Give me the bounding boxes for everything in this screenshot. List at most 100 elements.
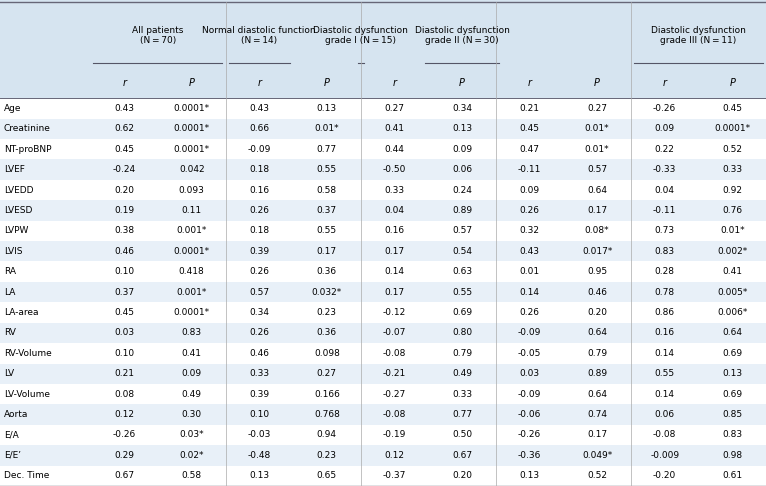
- Text: 0.14: 0.14: [655, 349, 675, 358]
- Text: 0.79: 0.79: [452, 349, 472, 358]
- Text: E/E’: E/E’: [4, 451, 21, 460]
- Text: 0.92: 0.92: [722, 186, 742, 194]
- Text: 0.005*: 0.005*: [717, 288, 748, 296]
- Text: 0.55: 0.55: [317, 226, 337, 235]
- Text: 0.14: 0.14: [519, 288, 539, 296]
- Text: Creatinine: Creatinine: [4, 124, 51, 133]
- Text: Age: Age: [4, 104, 21, 113]
- Text: P: P: [324, 78, 330, 88]
- Text: -0.11: -0.11: [518, 165, 542, 174]
- Text: 0.77: 0.77: [317, 145, 337, 154]
- Text: 0.95: 0.95: [587, 267, 607, 276]
- Text: 0.45: 0.45: [114, 145, 134, 154]
- Text: RV-Volume: RV-Volume: [4, 349, 51, 358]
- Text: 0.27: 0.27: [587, 104, 607, 113]
- Text: P: P: [594, 78, 600, 88]
- Text: 0.69: 0.69: [722, 349, 742, 358]
- Text: -0.09: -0.09: [247, 145, 271, 154]
- Text: 0.39: 0.39: [249, 390, 270, 399]
- Text: 0.20: 0.20: [452, 471, 472, 480]
- Text: LVEF: LVEF: [4, 165, 25, 174]
- Text: -0.08: -0.08: [653, 431, 676, 439]
- Text: 0.54: 0.54: [452, 247, 472, 256]
- Text: 0.01: 0.01: [519, 267, 539, 276]
- Text: 0.69: 0.69: [452, 308, 472, 317]
- Text: Diastolic dysfunction
grade I (N = 15): Diastolic dysfunction grade I (N = 15): [313, 26, 408, 45]
- Text: 0.22: 0.22: [655, 145, 675, 154]
- Bar: [0, 364, 766, 384]
- Text: -0.11: -0.11: [653, 206, 676, 215]
- Text: 0.18: 0.18: [249, 226, 270, 235]
- Text: 0.049*: 0.049*: [582, 451, 612, 460]
- Bar: [0, 119, 766, 139]
- Text: 0.09: 0.09: [519, 186, 539, 194]
- Text: 0.12: 0.12: [114, 410, 134, 419]
- Text: 0.11: 0.11: [182, 206, 201, 215]
- Bar: [0, 323, 766, 343]
- Text: 0.03: 0.03: [519, 369, 539, 378]
- Text: 0.43: 0.43: [114, 104, 134, 113]
- Text: -0.09: -0.09: [518, 390, 542, 399]
- Text: 0.0001*: 0.0001*: [174, 104, 210, 113]
- Text: LVIS: LVIS: [4, 247, 22, 256]
- Text: 0.30: 0.30: [182, 410, 201, 419]
- Text: 0.10: 0.10: [114, 349, 134, 358]
- Text: 0.04: 0.04: [655, 186, 675, 194]
- Text: 0.06: 0.06: [655, 410, 675, 419]
- Bar: [0, 241, 766, 261]
- Text: 0.58: 0.58: [317, 186, 337, 194]
- Text: -0.06: -0.06: [518, 410, 542, 419]
- Text: 0.67: 0.67: [452, 451, 472, 460]
- Text: 0.57: 0.57: [587, 165, 607, 174]
- Text: 0.27: 0.27: [317, 369, 337, 378]
- Text: 0.79: 0.79: [587, 349, 607, 358]
- Bar: [0, 200, 766, 221]
- Text: -0.33: -0.33: [653, 165, 676, 174]
- Text: 0.10: 0.10: [249, 410, 270, 419]
- Text: -0.26: -0.26: [518, 431, 541, 439]
- Text: 0.83: 0.83: [722, 431, 742, 439]
- Text: 0.57: 0.57: [452, 226, 472, 235]
- Text: 0.32: 0.32: [519, 226, 539, 235]
- Text: 0.17: 0.17: [385, 247, 404, 256]
- Text: 0.13: 0.13: [317, 104, 337, 113]
- Text: 0.49: 0.49: [452, 369, 472, 378]
- Text: 0.18: 0.18: [249, 165, 270, 174]
- Text: LVPW: LVPW: [4, 226, 28, 235]
- Text: -0.37: -0.37: [383, 471, 406, 480]
- Text: 0.13: 0.13: [249, 471, 270, 480]
- Bar: [0, 302, 766, 323]
- Text: 0.47: 0.47: [519, 145, 539, 154]
- Bar: [0, 384, 766, 404]
- Text: 0.76: 0.76: [722, 206, 742, 215]
- Text: 0.85: 0.85: [722, 410, 742, 419]
- Text: -0.26: -0.26: [113, 431, 136, 439]
- Text: 0.57: 0.57: [249, 288, 270, 296]
- Text: LV: LV: [4, 369, 14, 378]
- Text: 0.13: 0.13: [722, 369, 742, 378]
- Text: -0.03: -0.03: [247, 431, 271, 439]
- Text: 0.69: 0.69: [722, 390, 742, 399]
- Text: 0.21: 0.21: [519, 104, 539, 113]
- Text: 0.33: 0.33: [452, 390, 472, 399]
- Text: -0.21: -0.21: [383, 369, 406, 378]
- Text: 0.768: 0.768: [314, 410, 340, 419]
- Text: 0.65: 0.65: [317, 471, 337, 480]
- Text: 0.55: 0.55: [452, 288, 472, 296]
- Text: 0.73: 0.73: [655, 226, 675, 235]
- Text: LVEDD: LVEDD: [4, 186, 34, 194]
- Text: 0.09: 0.09: [655, 124, 675, 133]
- Text: All patients
(N = 70): All patients (N = 70): [133, 26, 184, 45]
- Text: 0.042: 0.042: [179, 165, 205, 174]
- Text: 0.0001*: 0.0001*: [174, 145, 210, 154]
- Text: 0.41: 0.41: [182, 349, 201, 358]
- Text: 0.33: 0.33: [385, 186, 404, 194]
- Text: RA: RA: [4, 267, 16, 276]
- Text: 0.26: 0.26: [249, 206, 270, 215]
- Text: 0.017*: 0.017*: [582, 247, 612, 256]
- Text: 0.26: 0.26: [249, 267, 270, 276]
- Text: 0.26: 0.26: [519, 206, 539, 215]
- Text: 0.66: 0.66: [249, 124, 270, 133]
- Text: 0.0001*: 0.0001*: [174, 124, 210, 133]
- Text: 0.27: 0.27: [385, 104, 404, 113]
